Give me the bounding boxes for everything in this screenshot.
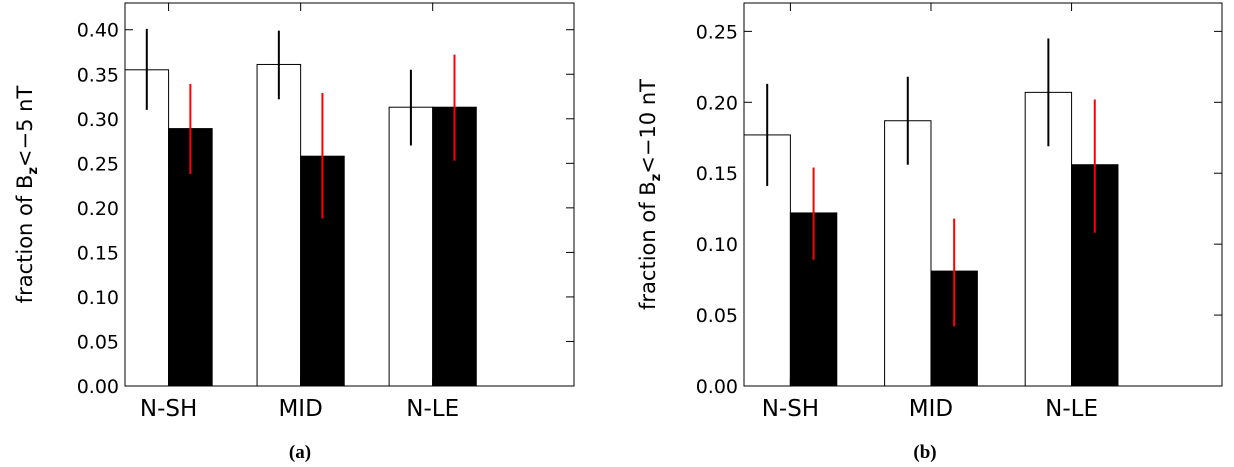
y-tick-label: 0.00 bbox=[77, 376, 119, 398]
bar-n-sh-series-0 bbox=[124, 69, 170, 387]
y-label-prefix: fraction of B bbox=[636, 181, 660, 310]
x-category-label: N-SH bbox=[140, 396, 197, 422]
chart-panel-a: 0.00 0.05 0.10 0.15 0.20 0.25 0.30 0.35 0.40 N-SH… bbox=[13, 2, 575, 463]
panel-label: (b) bbox=[913, 442, 936, 463]
y-label-subscript: z bbox=[649, 174, 664, 182]
plot-frame bbox=[743, 2, 1223, 387]
y-tick-label: 0.20 bbox=[77, 198, 119, 220]
y-axis-label: fraction of Bz<−10 nT bbox=[636, 79, 664, 310]
y-label-prefix: fraction of B bbox=[13, 175, 37, 304]
x-category-label: N-SH bbox=[762, 396, 819, 422]
y-label-suffix: <−5 nT bbox=[13, 86, 37, 168]
y-tick-label: 0.25 bbox=[77, 153, 119, 175]
y-tick-label: 0.25 bbox=[696, 21, 738, 43]
bar-mid-series-0 bbox=[256, 63, 302, 387]
y-tick-label: 0.35 bbox=[77, 64, 119, 86]
y-tick-label: 0.15 bbox=[696, 163, 738, 185]
x-category-label: N-LE bbox=[406, 396, 459, 422]
bar-n-le-series-0 bbox=[388, 106, 434, 387]
y-tick-label: 0.30 bbox=[77, 109, 119, 131]
chart-panel-b: 0.00 0.05 0.10 0.15 0.20 0.25 N-SH MID N-LE fract… bbox=[636, 2, 1223, 463]
y-tick-label: 0.40 bbox=[77, 20, 119, 42]
x-category-label: N-LE bbox=[1045, 396, 1098, 422]
y-tick-label: 0.20 bbox=[696, 92, 738, 114]
y-tick-label: 0.10 bbox=[696, 234, 738, 256]
x-category-label: MID bbox=[278, 396, 322, 422]
y-tick-label: 0.05 bbox=[696, 305, 738, 327]
y-tick-label: 0.00 bbox=[696, 376, 738, 398]
panel-label: (a) bbox=[289, 442, 311, 463]
y-tick-label: 0.10 bbox=[77, 287, 119, 309]
y-label-subscript: z bbox=[26, 167, 41, 175]
x-category-label: MID bbox=[909, 396, 953, 422]
bar-mid-series-0 bbox=[884, 120, 932, 387]
y-axis-label: fraction of Bz<−5 nT bbox=[13, 86, 41, 304]
y-tick-label: 0.15 bbox=[77, 242, 119, 264]
plot-frame bbox=[124, 2, 575, 387]
y-tick-label: 0.05 bbox=[77, 331, 119, 353]
y-label-suffix: <−10 nT bbox=[636, 79, 660, 174]
